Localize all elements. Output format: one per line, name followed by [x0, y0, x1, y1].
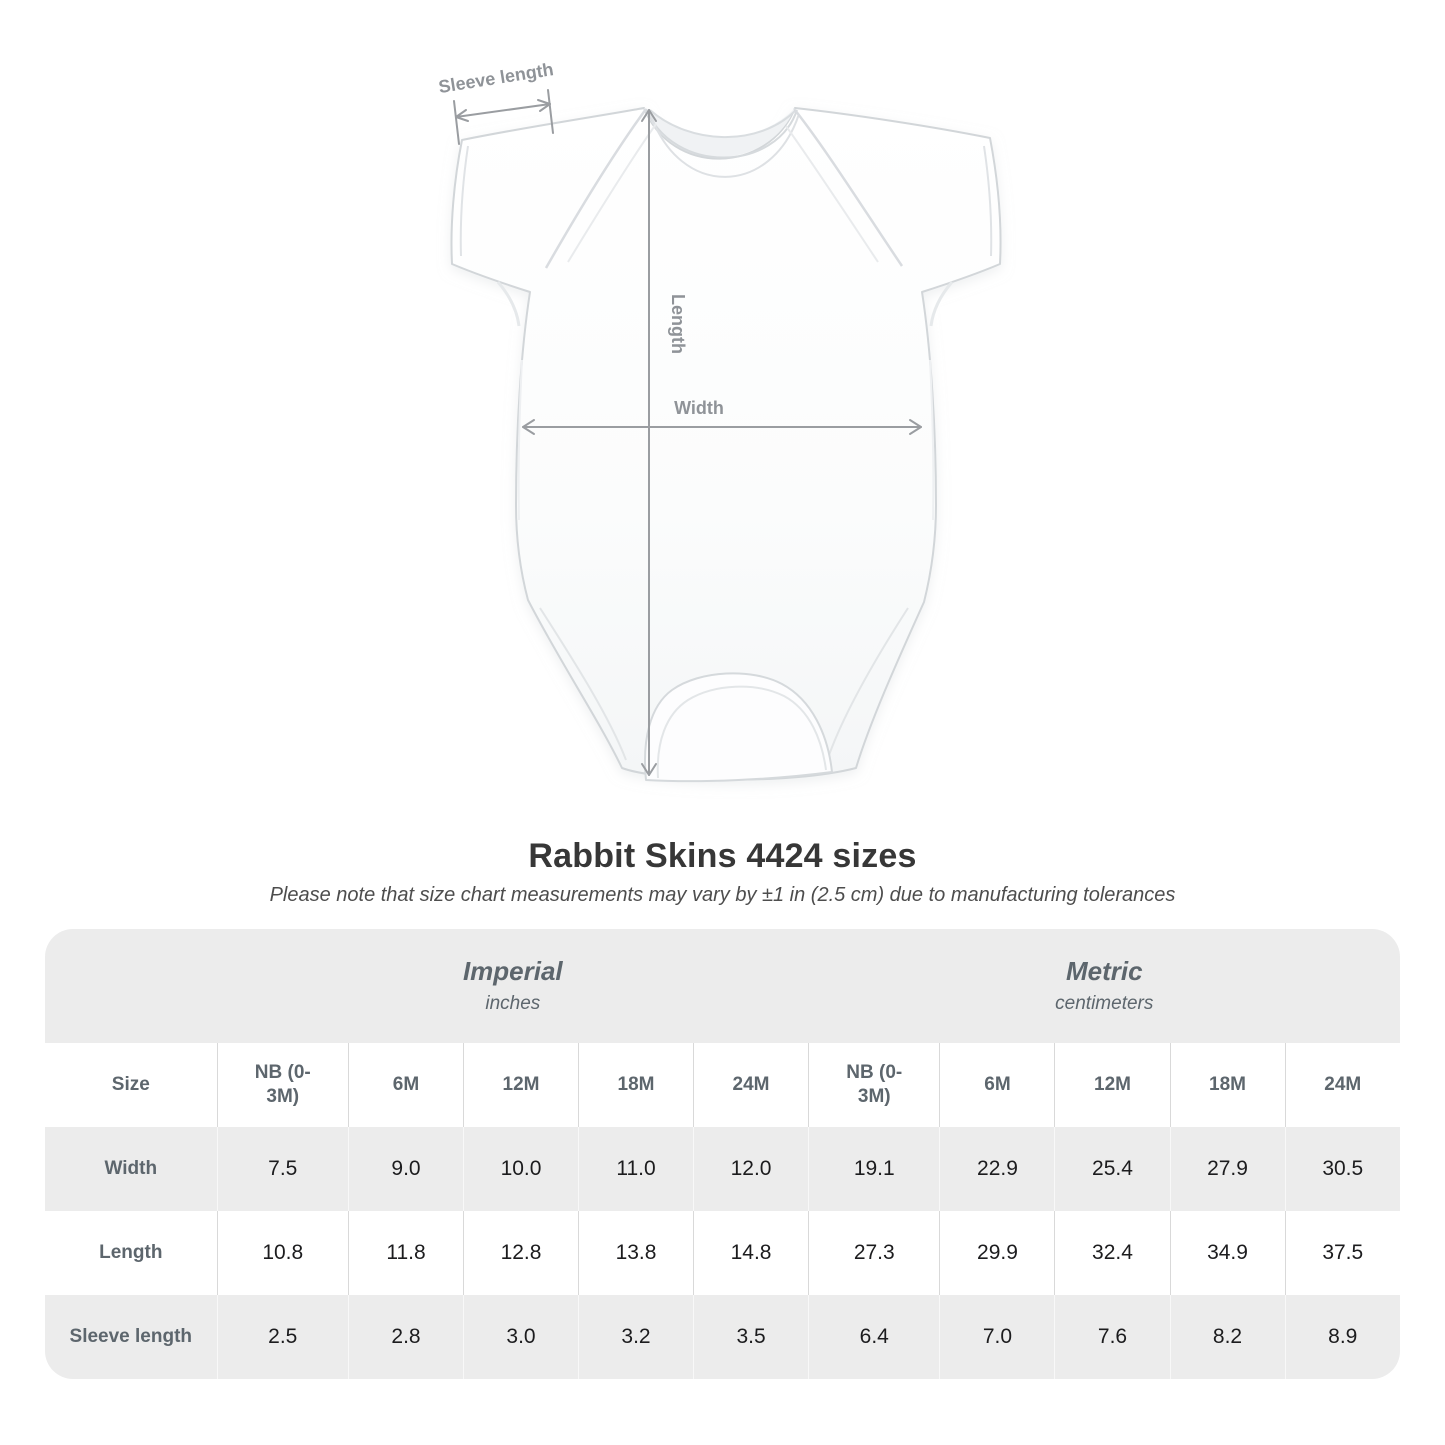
collar-band-inner	[649, 112, 800, 178]
left-leg-binding	[539, 607, 627, 761]
length-dimension-arrow	[641, 109, 657, 776]
title-block: Rabbit Skins 4424 sizes Please note that…	[0, 836, 1445, 907]
size-table: Imperial inches Metric centimeters Size …	[45, 928, 1400, 1379]
back-collar-line	[649, 109, 796, 139]
table-cell: 8.9	[1284, 1294, 1400, 1379]
width-dimension-label: Width	[674, 398, 724, 418]
table-cell: 9.0	[347, 1126, 464, 1211]
unit-band-spacer	[45, 928, 218, 1043]
size-col-imperial-12m: 12M	[462, 1042, 579, 1127]
table-cell: 8.2	[1169, 1294, 1286, 1379]
right-leg-binding	[827, 607, 909, 759]
bodysuit-diagram: Sleeve length Length Width	[437, 59, 1002, 783]
table-cell: 10.0	[462, 1126, 579, 1211]
table-cell: 3.2	[578, 1294, 694, 1379]
size-col-metric-18m: 18M	[1169, 1042, 1286, 1127]
left-underarm-crease	[496, 281, 521, 327]
length-dimension-label: Length	[668, 294, 688, 354]
table-cell: 7.5	[216, 1126, 349, 1211]
left-cuff-seam	[459, 145, 469, 257]
table-cell: 2.8	[347, 1294, 464, 1379]
size-guide-figure: Sleeve length Length Width	[437, 59, 1002, 783]
imperial-group-header: Imperial inches	[217, 928, 809, 1043]
table-cell: 7.0	[939, 1294, 1055, 1379]
collar-band-outer	[645, 108, 798, 159]
table-cell: 27.9	[1169, 1126, 1286, 1211]
size-col-imperial-18m: 18M	[578, 1042, 694, 1127]
neck-opening-shade	[644, 108, 795, 158]
table-cell: 29.9	[939, 1210, 1055, 1295]
right-cuff-seam	[983, 145, 993, 257]
table-cell: 27.3	[808, 1210, 940, 1295]
sleeve-length-dimension-label: Sleeve length	[437, 59, 555, 97]
right-underarm-crease	[929, 281, 954, 327]
page-subtitle: Please note that size chart measurements…	[269, 883, 1176, 906]
sleeve-length-dimension-arrow	[453, 89, 554, 145]
metric-label: Metric	[1065, 955, 1143, 986]
size-col-metric-24m: 24M	[1284, 1042, 1400, 1127]
row-label-sleeve-length: Sleeve length	[45, 1294, 218, 1379]
crotch-flap	[644, 672, 833, 783]
table-row-sleeve-length: Sleeve length 2.5 2.8 3.0 3.2 3.5 6.4 7.…	[45, 1294, 1400, 1379]
bodysuit-illustration	[450, 107, 1002, 783]
dimension-annotations	[453, 89, 922, 776]
table-cell: 19.1	[808, 1126, 940, 1211]
page-title: Rabbit Skins 4424 sizes	[528, 837, 917, 875]
table-cell: 34.9	[1169, 1210, 1286, 1295]
width-dimension-arrow	[522, 419, 922, 435]
table-cell: 30.5	[1284, 1126, 1400, 1211]
table-cell: 3.5	[693, 1294, 809, 1379]
bodysuit-outline	[450, 107, 1002, 781]
table-cell: 12.0	[693, 1126, 809, 1211]
table-cell: 3.0	[462, 1294, 579, 1379]
size-col-imperial-6m: 6M	[347, 1042, 464, 1127]
table-cell: 12.8	[462, 1210, 579, 1295]
table-cell: 14.8	[693, 1210, 809, 1295]
size-col-metric-12m: 12M	[1054, 1042, 1170, 1127]
size-column-label: Size	[45, 1042, 218, 1127]
right-side-crease	[929, 359, 935, 521]
table-cell: 13.8	[578, 1210, 694, 1295]
size-col-metric-nb: NB (0-3M)	[808, 1042, 940, 1127]
left-side-crease	[517, 359, 523, 521]
table-cell: 6.4	[808, 1294, 940, 1379]
table-cell: 10.8	[216, 1210, 349, 1295]
imperial-unit: inches	[485, 992, 541, 1014]
unit-band-row: Imperial inches Metric centimeters	[45, 928, 1400, 1043]
row-label-width: Width	[45, 1126, 218, 1211]
row-label-length: Length	[45, 1210, 218, 1295]
crotch-flap-inner-seam	[656, 685, 827, 779]
table-cell: 11.8	[347, 1210, 464, 1295]
table-cell: 25.4	[1054, 1126, 1170, 1211]
table-cell: 11.0	[578, 1126, 694, 1211]
table-cell: 37.5	[1284, 1210, 1400, 1295]
right-shoulder-flap-inner	[785, 125, 879, 263]
right-shoulder-flap-seam	[794, 109, 904, 267]
table-row-length: Length 10.8 11.8 12.8 13.8 14.8 27.3 29.…	[45, 1210, 1400, 1295]
size-col-metric-6m: 6M	[939, 1042, 1055, 1127]
table-cell: 32.4	[1054, 1210, 1170, 1295]
size-col-imperial-24m: 24M	[693, 1042, 809, 1127]
metric-unit: centimeters	[1055, 992, 1154, 1014]
size-col-imperial-nb: NB (0-3M)	[216, 1042, 349, 1127]
table-cell: 7.6	[1054, 1294, 1170, 1379]
left-shoulder-flap-seam	[544, 108, 648, 269]
metric-group-header: Metric centimeters	[808, 928, 1400, 1043]
table-cell: 22.9	[939, 1126, 1055, 1211]
table-row-width: Width 7.5 9.0 10.0 11.0 12.0 19.1 22.9 2…	[45, 1126, 1400, 1211]
table-cell: 2.5	[216, 1294, 349, 1379]
imperial-label: Imperial	[462, 955, 563, 986]
left-shoulder-flap-inner	[567, 123, 657, 263]
size-header-row: Size NB (0-3M) 6M 12M 18M 24M NB (0-3M) …	[45, 1042, 1400, 1127]
